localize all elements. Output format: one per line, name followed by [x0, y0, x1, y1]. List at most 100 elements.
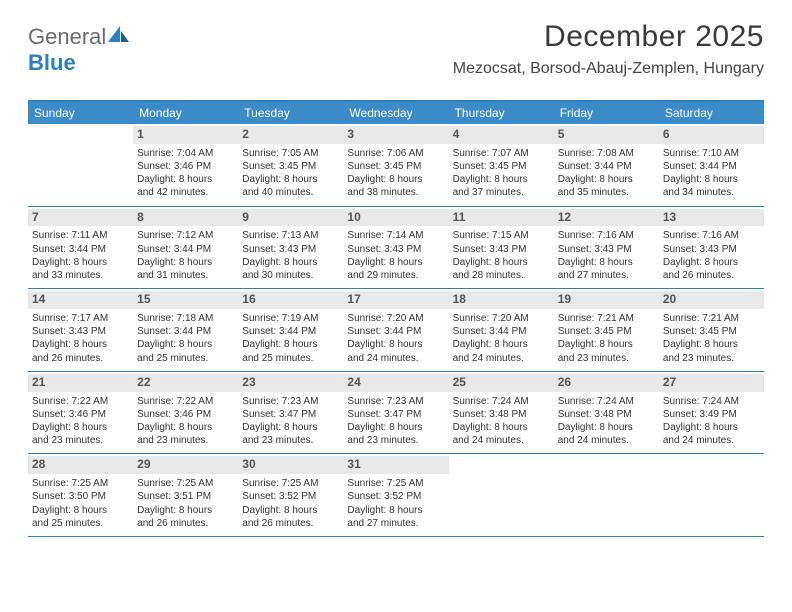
daylight-text: and 33 minutes.	[32, 269, 129, 282]
day-number: 24	[343, 374, 448, 392]
header: December 2025 Mezocsat, Borsod-Abauj-Zem…	[453, 20, 764, 78]
daylight-text: and 26 minutes.	[137, 517, 234, 530]
daylight-text: Daylight: 8 hours	[242, 256, 339, 269]
day-cell: 23Sunrise: 7:23 AMSunset: 3:47 PMDayligh…	[238, 372, 343, 454]
sunset-text: Sunset: 3:46 PM	[32, 408, 129, 421]
day-cell: 7Sunrise: 7:11 AMSunset: 3:44 PMDaylight…	[28, 207, 133, 289]
daylight-text: Daylight: 8 hours	[32, 421, 129, 434]
day-cell: 2Sunrise: 7:05 AMSunset: 3:45 PMDaylight…	[238, 124, 343, 206]
day-cell: 15Sunrise: 7:18 AMSunset: 3:44 PMDayligh…	[133, 289, 238, 371]
day-number: 16	[238, 291, 343, 309]
sunset-text: Sunset: 3:44 PM	[453, 325, 550, 338]
sunrise-text: Sunrise: 7:23 AM	[242, 395, 339, 408]
day-cell: 26Sunrise: 7:24 AMSunset: 3:48 PMDayligh…	[554, 372, 659, 454]
daylight-text: Daylight: 8 hours	[663, 338, 760, 351]
daylight-text: and 24 minutes.	[453, 434, 550, 447]
dow-friday: Friday	[554, 102, 659, 124]
day-number: 5	[554, 126, 659, 144]
daylight-text: and 23 minutes.	[32, 434, 129, 447]
day-number: 9	[238, 209, 343, 227]
day-cell: 28Sunrise: 7:25 AMSunset: 3:50 PMDayligh…	[28, 454, 133, 536]
sunset-text: Sunset: 3:44 PM	[242, 325, 339, 338]
sunrise-text: Sunrise: 7:12 AM	[137, 229, 234, 242]
day-number: 6	[659, 126, 764, 144]
sunrise-text: Sunrise: 7:25 AM	[137, 477, 234, 490]
sunrise-text: Sunrise: 7:23 AM	[347, 395, 444, 408]
day-number: 17	[343, 291, 448, 309]
sunrise-text: Sunrise: 7:05 AM	[242, 147, 339, 160]
daylight-text: Daylight: 8 hours	[453, 173, 550, 186]
daylight-text: and 26 minutes.	[242, 517, 339, 530]
daylight-text: and 28 minutes.	[453, 269, 550, 282]
daylight-text: Daylight: 8 hours	[32, 338, 129, 351]
day-number: 3	[343, 126, 448, 144]
daylight-text: and 30 minutes.	[242, 269, 339, 282]
day-cell-empty	[554, 454, 659, 536]
day-number: 29	[133, 456, 238, 474]
day-cell: 11Sunrise: 7:15 AMSunset: 3:43 PMDayligh…	[449, 207, 554, 289]
sunset-text: Sunset: 3:45 PM	[453, 160, 550, 173]
daylight-text: and 42 minutes.	[137, 186, 234, 199]
sunrise-text: Sunrise: 7:25 AM	[32, 477, 129, 490]
day-cell: 18Sunrise: 7:20 AMSunset: 3:44 PMDayligh…	[449, 289, 554, 371]
daylight-text: Daylight: 8 hours	[347, 256, 444, 269]
day-number: 30	[238, 456, 343, 474]
day-number: 2	[238, 126, 343, 144]
sunrise-text: Sunrise: 7:17 AM	[32, 312, 129, 325]
daylight-text: Daylight: 8 hours	[347, 421, 444, 434]
sunrise-text: Sunrise: 7:24 AM	[558, 395, 655, 408]
daylight-text: Daylight: 8 hours	[347, 173, 444, 186]
sunset-text: Sunset: 3:48 PM	[558, 408, 655, 421]
daylight-text: Daylight: 8 hours	[137, 173, 234, 186]
daylight-text: Daylight: 8 hours	[137, 504, 234, 517]
daylight-text: Daylight: 8 hours	[347, 338, 444, 351]
day-number: 7	[28, 209, 133, 227]
daylight-text: Daylight: 8 hours	[242, 173, 339, 186]
day-cell: 13Sunrise: 7:16 AMSunset: 3:43 PMDayligh…	[659, 207, 764, 289]
daylight-text: Daylight: 8 hours	[137, 421, 234, 434]
sunset-text: Sunset: 3:49 PM	[663, 408, 760, 421]
daylight-text: Daylight: 8 hours	[453, 338, 550, 351]
sunrise-text: Sunrise: 7:16 AM	[663, 229, 760, 242]
sunset-text: Sunset: 3:44 PM	[137, 243, 234, 256]
sunrise-text: Sunrise: 7:21 AM	[558, 312, 655, 325]
sunset-text: Sunset: 3:52 PM	[347, 490, 444, 503]
dow-tuesday: Tuesday	[238, 102, 343, 124]
day-number: 31	[343, 456, 448, 474]
sunset-text: Sunset: 3:47 PM	[242, 408, 339, 421]
daylight-text: and 27 minutes.	[558, 269, 655, 282]
day-cell-empty	[449, 454, 554, 536]
daylight-text: and 26 minutes.	[663, 269, 760, 282]
day-cell: 30Sunrise: 7:25 AMSunset: 3:52 PMDayligh…	[238, 454, 343, 536]
day-number: 4	[449, 126, 554, 144]
daylight-text: Daylight: 8 hours	[242, 504, 339, 517]
dow-saturday: Saturday	[659, 102, 764, 124]
dow-monday: Monday	[133, 102, 238, 124]
day-number: 25	[449, 374, 554, 392]
sunset-text: Sunset: 3:44 PM	[347, 325, 444, 338]
daylight-text: Daylight: 8 hours	[558, 421, 655, 434]
daylight-text: and 23 minutes.	[663, 352, 760, 365]
daylight-text: Daylight: 8 hours	[137, 338, 234, 351]
sunrise-text: Sunrise: 7:08 AM	[558, 147, 655, 160]
sunset-text: Sunset: 3:43 PM	[347, 243, 444, 256]
daylight-text: Daylight: 8 hours	[137, 256, 234, 269]
day-cell: 24Sunrise: 7:23 AMSunset: 3:47 PMDayligh…	[343, 372, 448, 454]
day-cell: 27Sunrise: 7:24 AMSunset: 3:49 PMDayligh…	[659, 372, 764, 454]
day-number: 12	[554, 209, 659, 227]
daylight-text: and 23 minutes.	[347, 434, 444, 447]
day-number: 1	[133, 126, 238, 144]
day-cell-empty	[28, 124, 133, 206]
sunrise-text: Sunrise: 7:07 AM	[453, 147, 550, 160]
day-cell: 6Sunrise: 7:10 AMSunset: 3:44 PMDaylight…	[659, 124, 764, 206]
day-cell: 4 Sunrise: 7:07 AMSunset: 3:45 PMDaylight…	[449, 124, 554, 206]
sunset-text: Sunset: 3:44 PM	[137, 325, 234, 338]
daylight-text: and 37 minutes.	[453, 186, 550, 199]
day-number: 10	[343, 209, 448, 227]
daylight-text: and 27 minutes.	[347, 517, 444, 530]
sunrise-text: Sunrise: 7:04 AM	[137, 147, 234, 160]
sunrise-text: Sunrise: 7:24 AM	[663, 395, 760, 408]
sunset-text: Sunset: 3:44 PM	[32, 243, 129, 256]
daylight-text: Daylight: 8 hours	[663, 421, 760, 434]
daylight-text: and 24 minutes.	[453, 352, 550, 365]
